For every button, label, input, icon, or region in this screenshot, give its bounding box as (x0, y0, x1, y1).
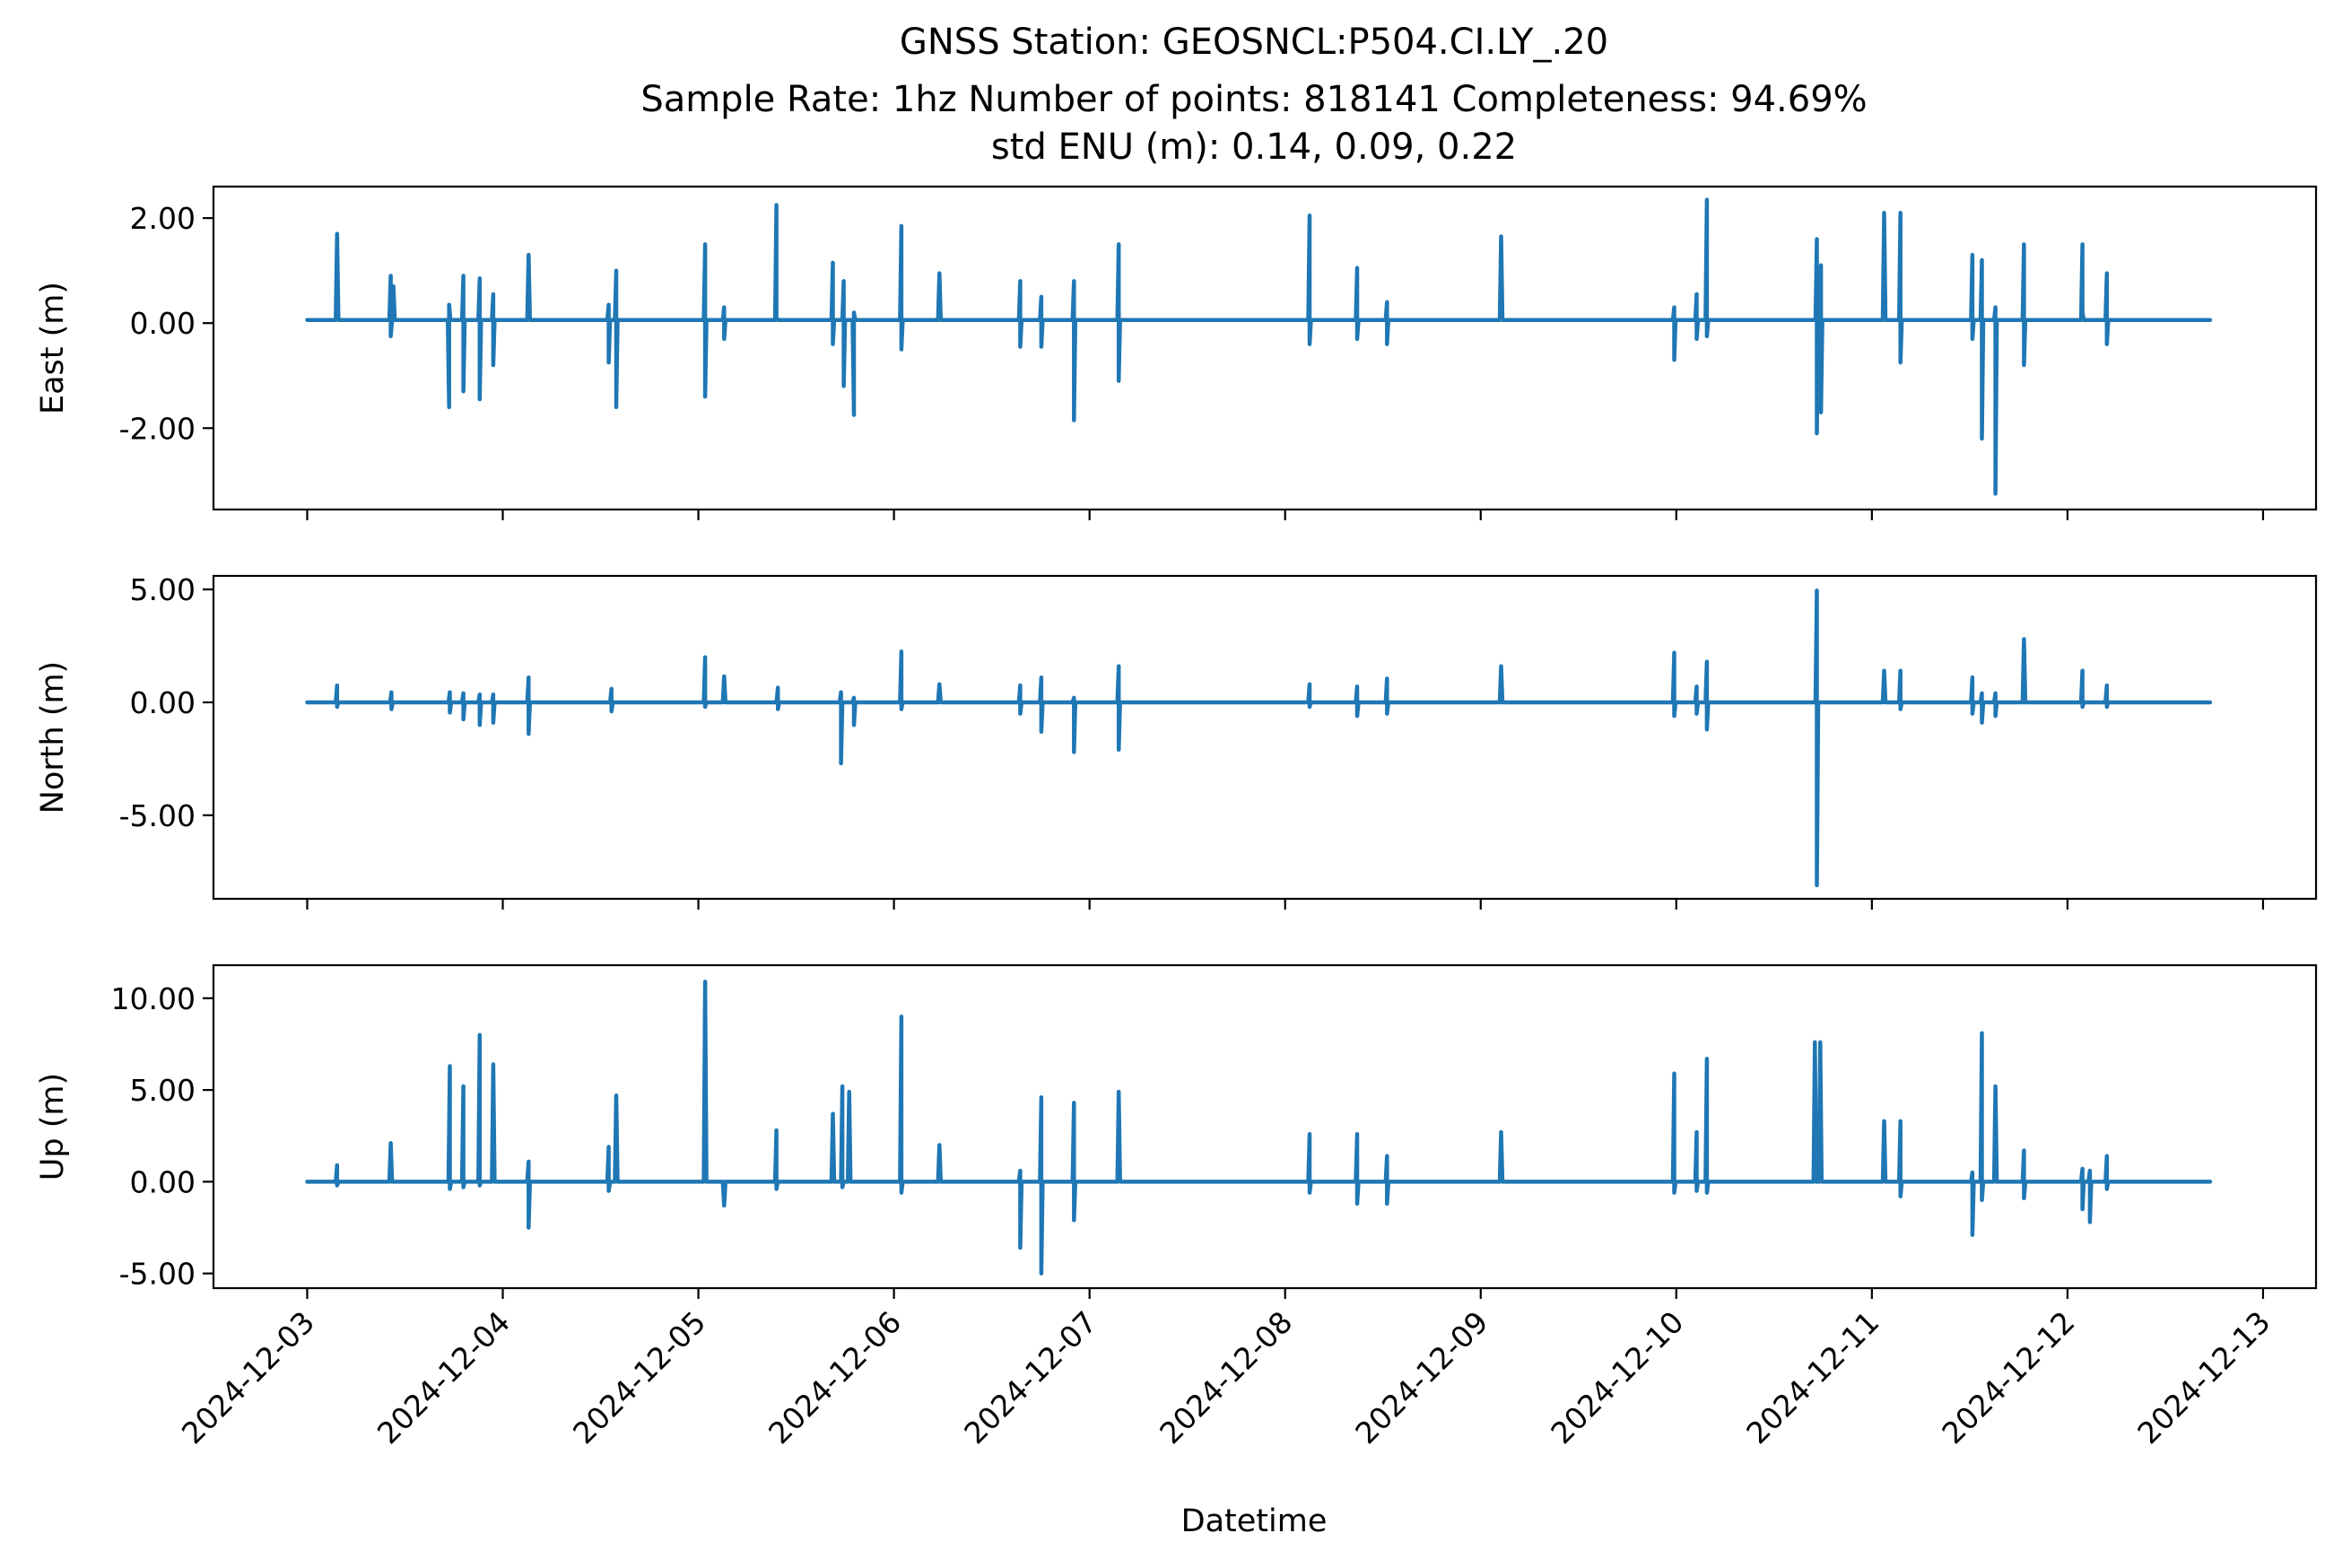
north-panel: -5.00 0.00 5.00 North (m) (35, 572, 2318, 910)
east-panel: -2.00 0.00 2.00 East (m) (35, 185, 2318, 520)
east-ytick-label: 0.00 (130, 306, 196, 341)
up-series-line (305, 980, 2213, 1276)
north-axes-frame (212, 574, 2318, 901)
up-ytick-label: -5.00 (119, 1257, 196, 1292)
east-ytick-label: 2.00 (130, 201, 196, 236)
north-ytick-label: 5.00 (130, 572, 196, 607)
north-y-axis-label: North (m) (35, 661, 71, 814)
east-series-line (305, 197, 2213, 496)
title-line-std-enu: std ENU (m): 0.14, 0.09, 0.22 (991, 126, 1517, 168)
title-line-sampling: Sample Rate: 1hz Number of points: 81814… (640, 79, 1867, 120)
up-axes-frame (212, 963, 2318, 1290)
north-series-line (305, 588, 2213, 888)
up-ytick-label: 10.00 (111, 981, 196, 1016)
figure-title: GNSS Station: GEOSNCL:P504.CI.LY_.20 Sam… (640, 22, 1867, 168)
x-axis-label: Datetime (1181, 1503, 1328, 1539)
east-y-axis-label: East (m) (35, 282, 71, 414)
up-ytick-label: 0.00 (130, 1164, 196, 1199)
title-line-station: GNSS Station: GEOSNCL:P504.CI.LY_.20 (900, 22, 1608, 63)
north-ytick-label: 0.00 (130, 685, 196, 720)
east-axes-frame (212, 185, 2318, 511)
east-ytick-label: -2.00 (119, 411, 196, 446)
north-ytick-label: -5.00 (119, 798, 196, 833)
up-ytick-label: 5.00 (130, 1073, 196, 1108)
up-y-axis-label: Up (m) (35, 1073, 71, 1180)
